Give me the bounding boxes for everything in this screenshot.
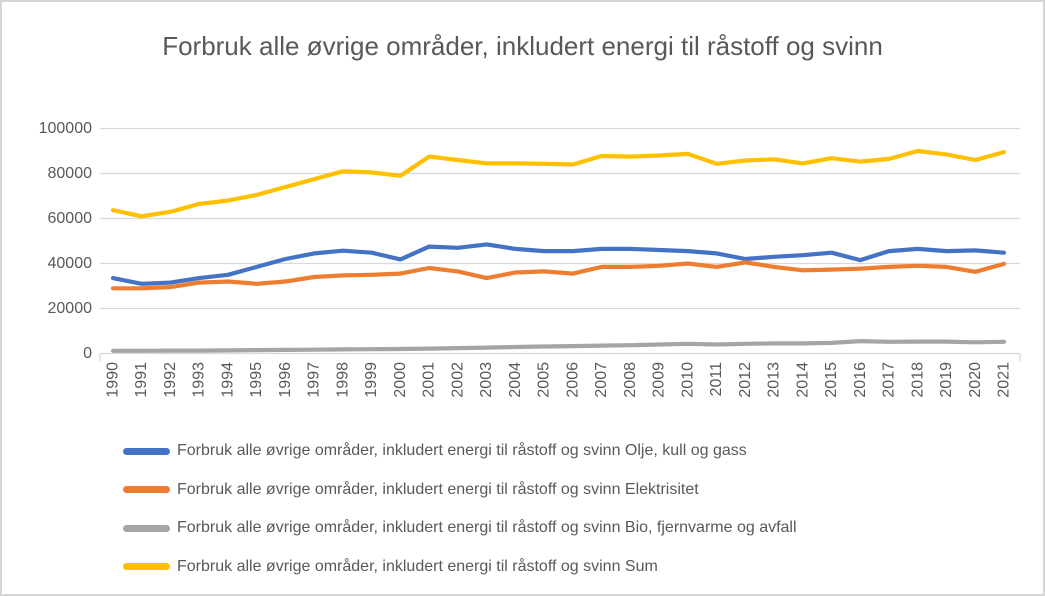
x-axis-label: 1998 [334,362,351,398]
legend-item-olje-kull-og-gass: Forbruk alle øvrige områder, inkludert e… [123,432,797,471]
chart-legend: Forbruk alle øvrige områder, inkludert e… [123,432,797,586]
y-axis-label: 0 [83,345,92,362]
y-axis-label: 60000 [48,210,93,227]
legend-label: Forbruk alle øvrige områder, inkludert e… [177,557,658,575]
x-axis-label: 2020 [967,362,984,398]
x-axis-label: 2016 [852,362,869,398]
series-line-2 [110,339,1007,353]
y-axis-label: 20000 [48,300,93,317]
legend-label: Forbruk alle øvrige områder, inkludert e… [177,442,747,460]
x-axis-label: 2015 [823,362,840,398]
legend-item-elektrisitet: Forbruk alle øvrige områder, inkludert e… [123,471,797,510]
x-axis-label: 1999 [363,362,380,398]
x-axis-label: 2008 [622,362,639,398]
x-axis-label: 2021 [996,362,1013,398]
x-axis-label: 1990 [105,362,122,398]
chart-title: Forbruk alle øvrige områder, inkludert e… [162,31,883,61]
x-axis-label: 1991 [133,362,150,398]
x-axis-label: 2017 [881,362,898,398]
x-axis-label: 2011 [708,362,725,397]
series-line-1 [110,260,1007,291]
legend-marker-line-gray [123,524,170,532]
y-axis-label: 100000 [39,120,92,137]
x-axis-label: 2010 [679,362,696,398]
x-axis-label: 1992 [162,362,179,398]
x-axis-label: 2019 [938,362,955,398]
x-axis-label: 2003 [478,362,495,398]
y-axis-label: 40000 [48,255,93,272]
legend-label: Forbruk alle øvrige områder, inkludert e… [177,480,699,498]
legend-item-sum: Forbruk alle øvrige områder, inkludert e… [123,548,797,587]
legend-marker-line-yellow [123,563,170,571]
x-axis-label: 1996 [277,362,294,398]
series-line-0 [110,242,1007,286]
x-axis-label: 2001 [421,362,438,398]
x-axis-label: 2004 [507,362,524,398]
legend-item-bio-fjernvarme-og-avfall: Forbruk alle øvrige områder, inkludert e… [123,509,797,548]
x-axis-label: 2009 [651,362,668,398]
x-axis-label: 2018 [909,362,926,398]
x-axis-label: 2014 [794,362,811,398]
x-axis-label: 1997 [306,362,323,398]
x-axis-label: 2000 [392,362,409,398]
x-axis-label: 2002 [449,362,466,398]
x-axis-label: 2013 [766,362,783,398]
legend-marker-line-blue [123,447,170,455]
legend-label: Forbruk alle øvrige områder, inkludert e… [177,519,797,537]
legend-marker-line-orange [123,486,170,494]
x-axis-label: 2005 [536,362,553,398]
x-axis-label: 1995 [248,362,265,398]
x-axis-label: 2006 [564,362,581,398]
series-line-3 [110,148,1007,219]
x-axis-label: 2007 [593,362,610,398]
x-axis-label: 2012 [737,362,754,398]
y-axis-label: 80000 [48,165,93,182]
x-axis-label: 1993 [191,362,208,398]
x-axis-label: 1994 [219,362,236,398]
